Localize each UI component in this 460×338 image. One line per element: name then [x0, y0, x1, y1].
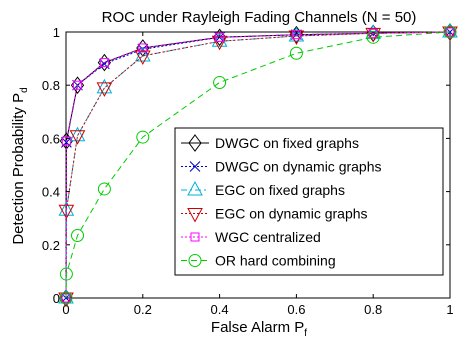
legend-entry-marker — [189, 161, 201, 172]
legend-entry: EGC on dynamic graphs — [181, 206, 368, 223]
legend-entry-marker — [187, 180, 203, 196]
x-tick-label: 0.2 — [134, 302, 152, 317]
x-tick-label: 0.4 — [211, 302, 229, 317]
series-5 — [61, 27, 455, 303]
legend-box — [174, 127, 444, 276]
legend-entry: OR hard combining — [181, 253, 336, 269]
y-tick-label: 0.4 — [42, 185, 60, 200]
series-6 — [59, 25, 457, 305]
y-tick-label: 0.8 — [42, 78, 60, 93]
legend-entry-label: WGC centralized — [215, 229, 321, 245]
y-axis-label-subscript: d — [19, 87, 30, 93]
x-axis-label-subscript: f — [304, 328, 307, 338]
x-tick-label: 0 — [62, 302, 69, 317]
series-4-point — [96, 82, 113, 97]
series-5-point — [61, 136, 71, 146]
x-axis-label-main: False Alarm P — [211, 319, 304, 336]
x-tick-label: 0.6 — [287, 302, 305, 317]
series-3-point — [134, 46, 151, 62]
series-4-point — [211, 35, 228, 51]
y-tick-label: 0.2 — [42, 238, 60, 253]
series-4-point — [69, 130, 86, 145]
series-5-point — [291, 30, 301, 40]
series-2-point — [99, 58, 110, 70]
legend-entry: DWGC on dynamic graphs — [181, 159, 382, 175]
series-2-point — [137, 43, 149, 55]
series-5-point — [138, 43, 148, 53]
series-6-point — [443, 25, 457, 39]
legend-entry-marker — [190, 232, 200, 242]
x-tick-label: 0.8 — [364, 302, 382, 317]
legend: DWGC on fixed graphs DWGC on dynamic grap… — [174, 127, 444, 276]
legend-entry-label: EGC on dynamic graphs — [215, 206, 368, 222]
series-6-point — [136, 130, 150, 144]
series-2-point — [61, 137, 72, 148]
legend-entry-label: OR hard combining — [215, 253, 336, 269]
series-6-point — [213, 76, 227, 90]
plot-area: 0 0.2 0.4 0.6 0.8 1 0 0.2 0.4 0.6 0.8 1 — [42, 22, 458, 317]
series-6-line — [65, 31, 451, 299]
legend-entry-marker — [188, 134, 202, 152]
series-5-point — [73, 80, 83, 90]
x-axis-label: False Alarm Pf — [211, 319, 307, 338]
legend-entry-label: EGC on fixed graphs — [215, 182, 345, 198]
series-3-point — [96, 78, 113, 94]
legend-entry-label: DWGC on fixed graphs — [215, 135, 359, 151]
series-3-point — [58, 201, 75, 216]
series-6-point — [59, 267, 73, 281]
legend-entry: EGC on fixed graphs — [181, 180, 345, 198]
x-tick-label: 1 — [446, 302, 453, 317]
series-5-point — [99, 58, 109, 68]
legend-entry: DWGC on fixed graphs — [181, 134, 359, 152]
legend-entry-marker — [188, 254, 202, 267]
y-axis-label-main: Detection Probability P — [10, 93, 27, 245]
series-6-point — [366, 30, 380, 44]
series-4-line — [65, 31, 451, 299]
chart-title: ROC under Rayleigh Fading Channels (N = … — [102, 9, 417, 26]
legend-entry: WGC centralized — [181, 229, 321, 245]
series-4-point — [134, 50, 151, 65]
y-tick-label: 0 — [53, 291, 60, 306]
series-6-point — [97, 182, 111, 196]
series-6-point — [289, 46, 303, 60]
y-tick-label: 1 — [53, 25, 60, 40]
series-6-point — [59, 291, 73, 305]
legend-entry-label: DWGC on dynamic graphs — [215, 159, 382, 175]
series-5-point — [215, 32, 225, 42]
y-axis-label: Detection Probability Pd — [10, 87, 30, 244]
series-3-point — [69, 126, 86, 142]
series-6-point — [71, 228, 85, 242]
legend-entry-marker — [187, 208, 203, 223]
y-tick-label: 0.6 — [42, 131, 60, 146]
